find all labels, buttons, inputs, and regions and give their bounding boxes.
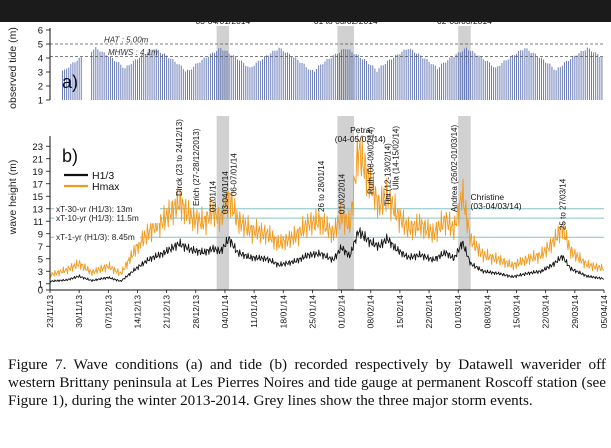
annotation-13-date: (03-04/03/14): [471, 201, 522, 211]
panel-a-tick-label-2: 2: [38, 82, 43, 93]
annotation-5: 06-07/01/14: [229, 153, 238, 196]
panel-b-tick-label-0: 0: [38, 286, 43, 297]
annotation-14: 25 to 27/03/14: [558, 178, 567, 230]
panel-b-xtick-label-1: 30/11/13: [74, 295, 84, 328]
panel-a-tide-bars: [62, 47, 603, 100]
series-hmax-line: [49, 134, 605, 278]
panel-b-x-axis: 23/11/13 30/11/13 07/12/13 14/12/13 21/12/13…: [45, 289, 609, 329]
panel-b-tick-label-19: 19: [32, 167, 43, 178]
annotation-3: 01/01/14: [208, 180, 217, 212]
panel-b-xtick-label-9: 25/01/14: [307, 295, 317, 329]
panel-b-xtick-label-0: 23/11/13: [45, 295, 55, 328]
panel-b-xtick-label-6: 04/01/14: [220, 295, 230, 329]
header-bar: [0, 0, 611, 22]
annotation-4: 03-04/01/14: [221, 171, 230, 214]
panel-b-xtick-label-8: 18/01/14: [278, 295, 288, 329]
panel-a-storm-labels: 03-04/01/2014 01 to 03/02/2014 02-03/03/20…: [195, 22, 492, 26]
panel-b-xtick-label-11: 08/02/14: [366, 295, 376, 329]
panel-b-tick-label-17: 17: [32, 179, 43, 190]
panel-b-xtick-label-17: 22/03/14: [541, 295, 551, 329]
panel-a-storm-label-3: 02-03/03/2014: [437, 22, 492, 26]
panel-b-y-axis-label: wave height (m): [7, 160, 19, 236]
panel-b-xtick-label-5: 28/12/13: [191, 295, 201, 329]
panel-a-tick-label-1: 1: [38, 96, 43, 107]
panel-b-tick-label-23: 23: [32, 142, 43, 153]
panel-b-ref-label-2: xT-10-yr (H1/3): 11.5m: [56, 213, 139, 223]
annotation-7: 01/02/2014: [338, 173, 347, 214]
panel-b-xtick-label-18: 29/03/14: [570, 295, 580, 329]
panel-b-storm-band-2: [337, 116, 355, 290]
annotation-12: Andrea (26/02-01/03/14): [450, 124, 459, 212]
series-h13-line: [49, 227, 604, 283]
annotation-9: Ruth (08-09/02/14): [367, 127, 376, 194]
panel-b-series: [49, 134, 605, 283]
panel-a-tick-label-6: 6: [38, 26, 43, 37]
legend-label-2: Hmax: [92, 181, 120, 193]
panel-b-storm-annotations: Dirck (23 to 24/12/13) Erich (27-28/12/20…: [175, 119, 567, 230]
panel-b-label: b): [62, 146, 78, 166]
panel-a-tick-label-5: 5: [38, 40, 43, 51]
annotation-10: Tini (12-13/02/14): [383, 143, 392, 206]
panel-b-xtick-label-15: 08/03/14: [482, 295, 492, 329]
panel-a-tide: HAT : 5.00m MHWS : 4.1m 1 2 3 4 5 6 a) observe…: [7, 22, 604, 109]
panel-b-xtick-label-2: 07/12/13: [103, 295, 113, 329]
panel-b-xtick-label-4: 21/12/13: [162, 295, 172, 329]
panel-a-ref-label-1: HAT : 5.00m: [104, 36, 149, 45]
panel-b-ref-label-bg-1: [54, 202, 160, 214]
annotation-2: Erich (27-28/12/2013): [192, 128, 201, 206]
annotation-11: Ulla (14-15/02/14): [392, 126, 401, 190]
annotation-8-name: Petra: [350, 125, 371, 135]
panel-b-tick-label-11: 11: [33, 217, 43, 228]
panel-a-ref-label-2: MHWS : 4.1m: [108, 48, 158, 57]
panel-b-ref-label-1: xT-30-yr (H1/3): 13m: [56, 204, 133, 214]
panel-a-storm-label-2: 01 to 03/02/2014: [314, 22, 378, 26]
panel-b-tick-label-13: 13: [32, 204, 43, 215]
annotation-1: Dirck (23 to 24/12/13): [175, 119, 184, 196]
panel-b-xtick-label-10: 01/02/14: [337, 295, 347, 329]
panel-b-xtick-label-13: 22/02/14: [424, 295, 434, 329]
panel-a-reference-lines: HAT : 5.00m MHWS : 4.1m: [50, 36, 604, 57]
figure-caption: Figure 7. Wave conditions (a) and tide (…: [8, 356, 606, 409]
panel-b-tick-label-21: 21: [32, 154, 43, 165]
panel-b-tick-label-15: 15: [32, 192, 43, 203]
panel-a-y-axis-label: observed tide (m): [7, 27, 19, 109]
panel-b-storm-band-3: [458, 116, 471, 290]
panel-a-label: a): [62, 72, 78, 92]
panel-b-ref-label-bg-3: [54, 231, 140, 243]
annotation-8-date: (04-05/02/14): [335, 134, 386, 144]
annotation-13-name: Christine: [471, 192, 505, 202]
panel-b-xtick-label-7: 11/01/14: [249, 295, 259, 328]
panel-b-tick-label-7: 7: [38, 242, 43, 253]
panel-a-tick-label-4: 4: [38, 54, 43, 65]
panel-b-xtick-label-3: 14/12/13: [132, 295, 142, 329]
panel-b-xtick-label-16: 15/03/14: [512, 295, 522, 329]
panel-a-y-axis: 1 2 3 4 5 6: [38, 26, 51, 107]
panel-b-tick-label-9: 9: [38, 229, 43, 240]
annotation-6: 26 to 28/01/14: [317, 160, 326, 212]
legend-label-1: H1/3: [92, 170, 114, 182]
panel-b-xtick-label-12: 15/02/14: [395, 295, 405, 329]
panel-a-storm-label-1: 03-04/01/2014: [195, 22, 250, 26]
panel-b-xtick-label-19: 05/04/14: [599, 295, 609, 329]
panel-a-tick-label-3: 3: [38, 68, 43, 79]
panel-b-xtick-label-14: 01/03/14: [453, 295, 463, 329]
panel-b-ref-label-3: xT-1-yr (H1/3): 8.45m: [56, 232, 135, 242]
panel-b-ref-label-bg-2: [54, 212, 160, 224]
panel-b-tick-label-3: 3: [38, 267, 43, 278]
panel-b-tick-label-5: 5: [38, 254, 43, 265]
panel-b-tick-label-1: 1: [38, 279, 43, 290]
